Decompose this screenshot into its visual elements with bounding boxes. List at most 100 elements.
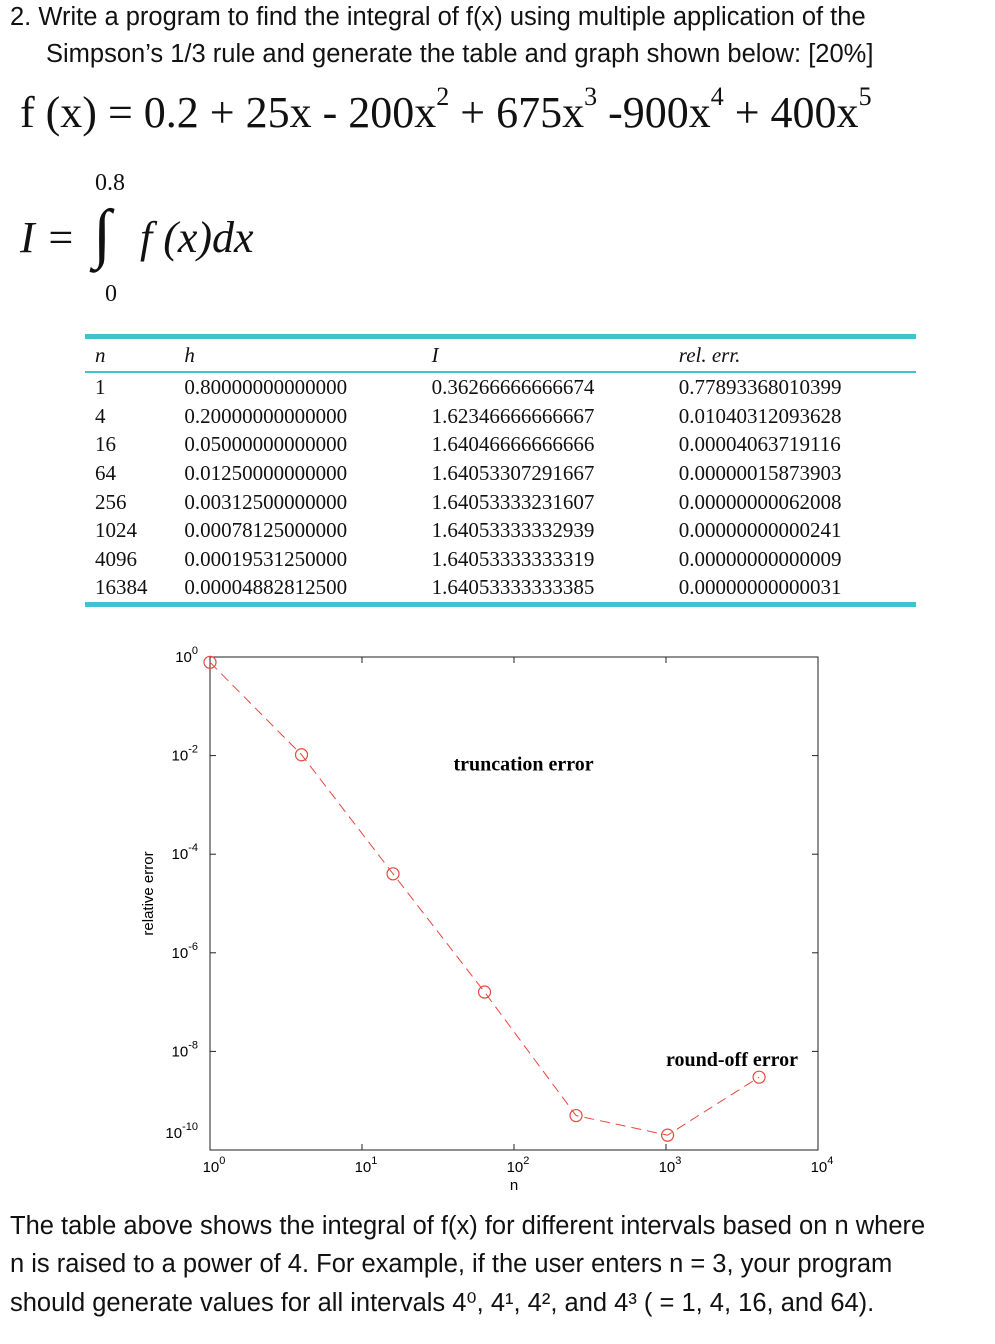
table-cell: 0.00312500000000 <box>184 489 348 514</box>
table-row: 4 0.20000000000000 1.62346666666667 0.01040… <box>85 402 916 431</box>
table-cell: 1.64053333333319 <box>431 546 595 571</box>
data-point <box>386 867 400 881</box>
table-cell: 4096 <box>95 546 137 571</box>
tick-base: 10 <box>203 1159 220 1176</box>
footer-line: The table above shows the integral of f(… <box>10 1212 926 1240</box>
tick-label: 104 <box>811 1155 834 1176</box>
table-cell: 0.00000000062008 <box>678 489 842 514</box>
table-row: 64 0.01250000000000 1.64053307291667 0.0000… <box>85 459 916 488</box>
table-row: 16 0.05000000000000 1.64046666666666 0.0000… <box>85 430 916 459</box>
tick-label: 10-6 <box>172 941 198 962</box>
table-cell: 1.64053333333385 <box>421 573 669 607</box>
question-line: Simpson’s 1/3 rule and generate the tabl… <box>46 40 874 68</box>
formula: f (x) = 0.2 + 25x - 200x2 + 675x3 -900x4… <box>20 82 872 138</box>
table-cell: 0.00004063719116 <box>678 432 841 457</box>
table-header: h <box>174 334 422 373</box>
tick-label: 10-4 <box>172 842 198 863</box>
tick-exponent: 4 <box>827 1155 833 1167</box>
table-cell: 0.20000000000000 <box>184 403 348 428</box>
tick-base: 10 <box>165 1125 182 1142</box>
tick-exponent: 0 <box>192 645 198 657</box>
table-cell: 0.36266666666674 <box>431 375 595 400</box>
tick-exponent: -4 <box>188 842 198 854</box>
table-cell: 64 <box>95 461 116 486</box>
tick-label: 100 <box>203 1155 226 1176</box>
tick-exponent: -6 <box>188 941 198 953</box>
formula-exponent: 2 <box>436 82 450 111</box>
tick-base: 10 <box>172 846 189 863</box>
table-header: rel. err. <box>668 334 916 373</box>
table-cell: 0.00000000000241 <box>678 518 842 543</box>
tick-base: 10 <box>172 748 189 765</box>
footer-line: n is raised to a power of 4. For example… <box>10 1250 893 1278</box>
table-row: 4096 0.00019531250000 1.64053333333319 0.00… <box>85 545 916 574</box>
table-cell: 1.64053333231607 <box>431 489 595 514</box>
y-axis-label: relative error <box>140 851 157 935</box>
formula-term: -900x <box>597 88 711 137</box>
tick-label: 10-10 <box>165 1121 198 1142</box>
plot-frame <box>209 656 819 1151</box>
table-row: 1 0.80000000000000 0.36266666666674 0.77893… <box>85 372 916 402</box>
table-row: 1024 0.00078125000000 1.64053333332939 0.00… <box>85 516 916 545</box>
table-cell: 0.80000000000000 <box>184 375 348 400</box>
table-cell: 16384 <box>85 573 175 607</box>
data-point <box>660 1128 675 1142</box>
tick-base: 10 <box>507 1159 524 1176</box>
tick-base: 10 <box>172 945 189 962</box>
footer-line: should generate values for all intervals… <box>10 1289 875 1317</box>
table-cell: 0.00004882812500 <box>174 573 422 607</box>
tick-exponent: -2 <box>188 744 198 756</box>
integral-sign: ∫ <box>93 197 112 270</box>
tick-label: 10-8 <box>172 1039 198 1060</box>
table-row: 16384 0.00004882812500 1.64053333333385 0.0… <box>85 573 916 607</box>
formula-exponent: 3 <box>584 82 598 111</box>
formula-exponent: 4 <box>710 82 724 111</box>
integral-upper: 0.8 <box>95 170 125 196</box>
table-cell: 0.77893368010399 <box>678 375 842 400</box>
tick-label: 103 <box>659 1155 682 1176</box>
table-cell: 1.64046666666666 <box>431 432 595 457</box>
formula-term: + 400x <box>723 88 859 137</box>
table-cell: 16 <box>95 432 116 457</box>
tick-base: 10 <box>811 1159 828 1176</box>
table-cell: 0.01040312093628 <box>678 403 842 428</box>
table-cell: 256 <box>95 489 127 514</box>
x-axis-label: n <box>510 1177 518 1194</box>
tick-base: 10 <box>659 1159 676 1176</box>
table-cell: 1.64053333332939 <box>431 518 595 543</box>
table-cell: 4 <box>95 403 106 428</box>
tick-exponent: 3 <box>675 1155 681 1167</box>
tick-label: 101 <box>355 1155 378 1176</box>
table-header: I <box>421 334 669 373</box>
data-point <box>477 985 492 999</box>
table-cell: 1 <box>95 375 106 400</box>
data-point <box>294 748 309 762</box>
table-cell: 0.00000015873903 <box>678 461 842 486</box>
formula-term: + 675x <box>449 88 585 137</box>
tick-exponent: 2 <box>523 1155 529 1167</box>
table-cell: 1.64053307291667 <box>431 461 595 486</box>
tick-base: 10 <box>175 649 192 666</box>
tick-label: 100 <box>175 645 198 666</box>
table-cell: 0.00019531250000 <box>184 546 348 571</box>
table-header: n <box>85 334 175 373</box>
table-cell: 0.00078125000000 <box>184 518 348 543</box>
integral-lower: 0 <box>105 281 117 307</box>
formula-term: f (x) = 0.2 + 25x - 200x <box>20 88 437 137</box>
question-line: 2. Write a program to find the integral … <box>10 3 866 31</box>
tick-base: 10 <box>355 1159 372 1176</box>
integral-lhs: I = <box>20 213 76 262</box>
series-line <box>209 661 760 1136</box>
data-point <box>569 1108 583 1123</box>
tick-exponent: -10 <box>182 1121 198 1133</box>
table-row: 256 0.00312500000000 1.64053333231607 0.000… <box>85 487 916 516</box>
tick-label: 102 <box>507 1155 530 1176</box>
table-cell: 1024 <box>95 518 137 543</box>
data-point <box>203 655 217 669</box>
data-point <box>752 1070 766 1084</box>
tick-exponent: 0 <box>219 1155 225 1167</box>
annotation: truncation error <box>454 753 594 775</box>
